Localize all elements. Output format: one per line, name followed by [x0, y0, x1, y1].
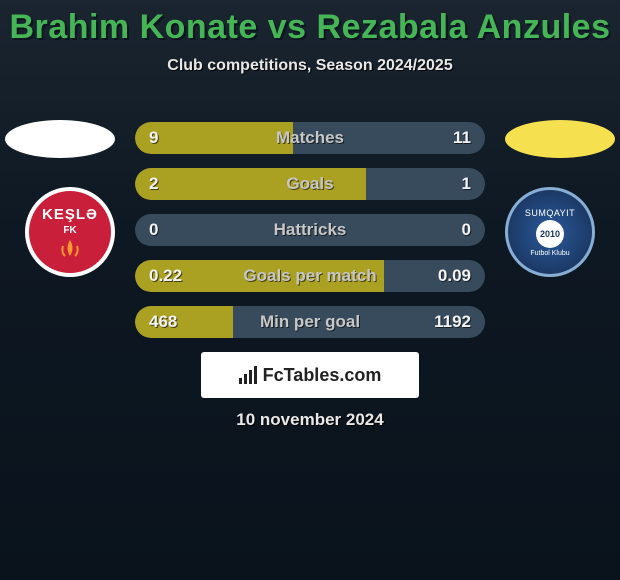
footer-date: 10 november 2024 [0, 410, 620, 430]
club-name-left: KEŞLƏ [42, 206, 98, 223]
chart-icon [239, 366, 257, 384]
brand-text: FcTables.com [263, 365, 382, 386]
stat-label: Matches [135, 122, 485, 154]
stat-row: 911Matches [135, 122, 485, 154]
stats-container: 911Matches 21Goals 00Hattricks 0.220.09Goal… [135, 122, 485, 352]
flame-icon [55, 238, 85, 258]
club-sub-left: FK [63, 225, 76, 236]
stat-row: 00Hattricks [135, 214, 485, 246]
stat-label: Min per goal [135, 306, 485, 338]
country-flag-right [505, 120, 615, 158]
stat-label: Goals per match [135, 260, 485, 292]
club-logo-right: SUMQAYIT 2010 Futbol Klubu [500, 182, 600, 282]
club-badge-right: SUMQAYIT 2010 Futbol Klubu [505, 187, 595, 277]
stat-row: 21Goals [135, 168, 485, 200]
page-title: Brahim Konate vs Rezabala Anzules [0, 0, 620, 47]
stat-label: Goals [135, 168, 485, 200]
stat-row: 4681192Min per goal [135, 306, 485, 338]
ball-icon: 2010 [536, 220, 564, 248]
stat-row: 0.220.09Goals per match [135, 260, 485, 292]
stat-label: Hattricks [135, 214, 485, 246]
country-flag-left [5, 120, 115, 158]
club-logo-left: KEŞLƏ FK [20, 182, 120, 282]
club-badge-left: KEŞLƏ FK [25, 187, 115, 277]
club-name-right: SUMQAYIT [525, 208, 575, 218]
subtitle: Club competitions, Season 2024/2025 [0, 57, 620, 75]
club-sub-right: Futbol Klubu [530, 250, 569, 257]
brand-badge: FcTables.com [201, 352, 419, 398]
